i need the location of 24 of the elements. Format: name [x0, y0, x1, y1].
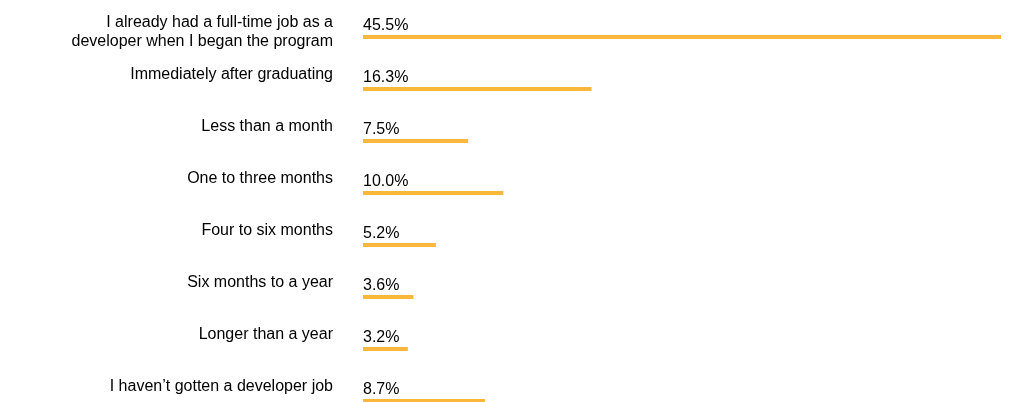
y-tick-label: Four to six months	[201, 221, 333, 238]
y-tick-label: Immediately after graduating	[130, 65, 333, 82]
y-tick-label: I haven’t gotten a developer job	[109, 377, 334, 394]
bar	[363, 295, 414, 299]
data-label: 16.3%	[363, 68, 409, 85]
data-label: 7.5%	[363, 120, 400, 137]
data-label: 45.5%	[363, 16, 409, 33]
data-label: 5.2%	[363, 224, 400, 241]
bar	[363, 139, 469, 143]
bar	[363, 243, 436, 247]
y-tick-label: Less than a month	[201, 117, 333, 134]
y-tick-label: One to three months	[187, 169, 333, 186]
bar	[363, 347, 408, 351]
y-tick-label: Longer than a year	[198, 325, 334, 342]
data-label: 3.6%	[363, 276, 400, 293]
bar	[363, 87, 592, 91]
y-tick-label: Six months to a year	[187, 273, 334, 290]
bar	[363, 399, 485, 402]
bar	[363, 191, 504, 195]
data-label: 10.0%	[363, 172, 409, 189]
data-label: 8.7%	[363, 380, 400, 397]
data-label: 3.2%	[363, 328, 400, 345]
y-tick-label: I already had a full-time job as a developer when I began the program	[71, 13, 334, 49]
bar	[363, 35, 1001, 39]
